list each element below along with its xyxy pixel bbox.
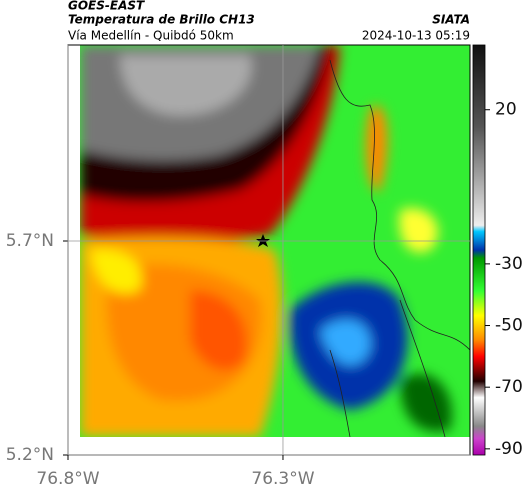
lat-tick-label: 5.7°N xyxy=(6,231,54,251)
lat-tick-label: 5.2°N xyxy=(6,445,54,465)
station-marker xyxy=(256,234,270,247)
title: GOES-EAST xyxy=(68,0,145,13)
datetime: 2024-10-13 05:19 xyxy=(362,29,470,43)
satellite-image xyxy=(80,45,470,437)
colorbar-tick-label: -50 xyxy=(495,316,523,336)
colorbar xyxy=(472,44,486,456)
colorbar-tick-label: 20 xyxy=(495,100,517,120)
lon-tick-label: 76.3°W xyxy=(251,469,314,489)
lon-tick-label: 76.8°W xyxy=(36,469,99,489)
colorbar-tick-label: -70 xyxy=(495,377,523,397)
border xyxy=(329,59,470,437)
subtitle: Temperatura de Brillo CH13 xyxy=(68,13,255,27)
region: Vía Medellín - Quibdó 50km xyxy=(68,29,234,43)
source: SIATA xyxy=(432,13,470,27)
colorbar-tick-label: -30 xyxy=(495,254,523,274)
colorbar-tick-label: -90 xyxy=(495,439,523,459)
